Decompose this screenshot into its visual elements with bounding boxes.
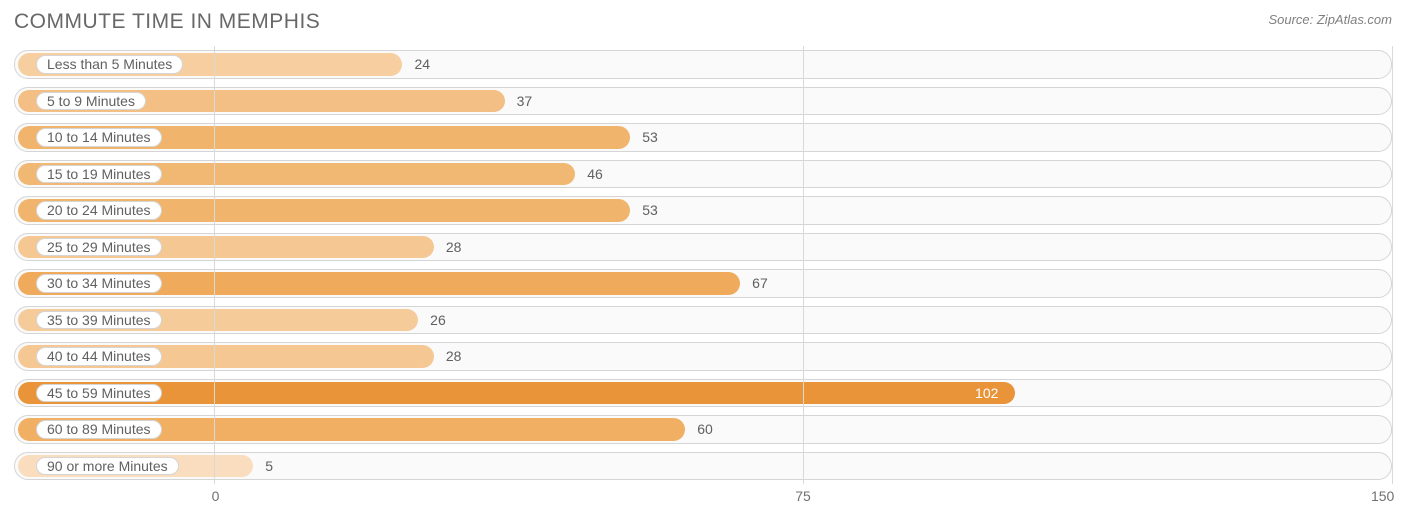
- bar-row: 40 to 44 Minutes 28: [14, 338, 1392, 375]
- chart-title: COMMUTE TIME IN MEMPHIS: [14, 10, 320, 34]
- x-axis: 0 75 150: [14, 484, 1392, 508]
- category-label: 20 to 24 Minutes: [36, 201, 162, 220]
- chart-container: COMMUTE TIME IN MEMPHIS Source: ZipAtlas…: [0, 0, 1406, 522]
- x-axis-tick: 150: [1371, 488, 1394, 504]
- value-label: 37: [517, 93, 533, 109]
- bar-row: 90 or more Minutes 5: [14, 448, 1392, 485]
- bar-row: 25 to 29 Minutes 28: [14, 229, 1392, 266]
- chart-header: COMMUTE TIME IN MEMPHIS Source: ZipAtlas…: [14, 10, 1392, 40]
- category-label: 25 to 29 Minutes: [36, 238, 162, 257]
- value-label: 46: [587, 166, 603, 182]
- gridline: [1392, 46, 1393, 484]
- category-label: 30 to 34 Minutes: [36, 274, 162, 293]
- value-label: 24: [414, 56, 430, 72]
- value-label: 28: [446, 348, 462, 364]
- value-label: 28: [446, 239, 462, 255]
- bar-row: 45 to 59 Minutes 102: [14, 375, 1392, 412]
- bar-row: 10 to 14 Minutes 53: [14, 119, 1392, 156]
- value-label: 102: [975, 385, 998, 401]
- category-label: 90 or more Minutes: [36, 457, 179, 476]
- category-label: 45 to 59 Minutes: [36, 384, 162, 403]
- bar-row: 35 to 39 Minutes 26: [14, 302, 1392, 339]
- bar: [18, 382, 1015, 405]
- category-label: 5 to 9 Minutes: [36, 92, 146, 111]
- value-label: 26: [430, 312, 446, 328]
- bar-row: 30 to 34 Minutes 67: [14, 265, 1392, 302]
- value-label: 60: [697, 421, 713, 437]
- x-axis-tick: 75: [795, 488, 811, 504]
- category-label: 15 to 19 Minutes: [36, 165, 162, 184]
- bar-row: 60 to 89 Minutes 60: [14, 411, 1392, 448]
- category-label: 60 to 89 Minutes: [36, 420, 162, 439]
- bar-row: 20 to 24 Minutes 53: [14, 192, 1392, 229]
- source-prefix: Source:: [1268, 12, 1316, 27]
- category-label: 40 to 44 Minutes: [36, 347, 162, 366]
- x-axis-tick: 0: [212, 488, 220, 504]
- bar-row: 15 to 19 Minutes 46: [14, 156, 1392, 193]
- bar-row: 5 to 9 Minutes 37: [14, 83, 1392, 120]
- bar-row: Less than 5 Minutes 24: [14, 46, 1392, 83]
- chart-source: Source: ZipAtlas.com: [1268, 12, 1392, 27]
- value-label: 53: [642, 129, 658, 145]
- value-label: 53: [642, 202, 658, 218]
- value-label: 67: [752, 275, 768, 291]
- chart-plot: Less than 5 Minutes 24 5 to 9 Minutes 37 10 …: [14, 46, 1392, 484]
- chart-area: Less than 5 Minutes 24 5 to 9 Minutes 37 10 …: [14, 46, 1392, 484]
- category-label: 10 to 14 Minutes: [36, 128, 162, 147]
- source-name: ZipAtlas.com: [1317, 12, 1392, 27]
- category-label: Less than 5 Minutes: [36, 55, 183, 74]
- category-label: 35 to 39 Minutes: [36, 311, 162, 330]
- value-label: 5: [265, 458, 273, 474]
